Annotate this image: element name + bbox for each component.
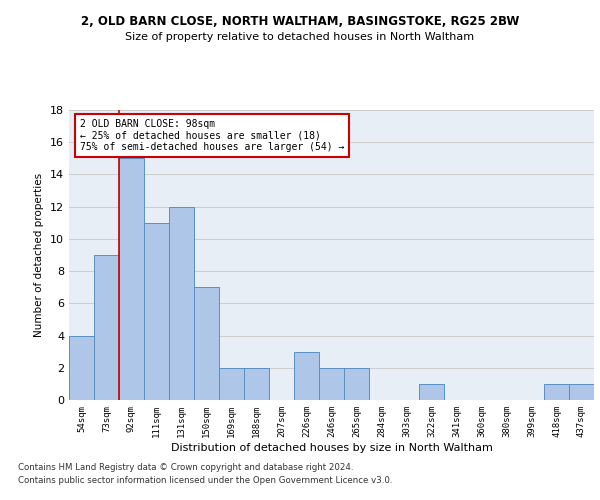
- Text: 2 OLD BARN CLOSE: 98sqm
← 25% of detached houses are smaller (18)
75% of semi-de: 2 OLD BARN CLOSE: 98sqm ← 25% of detache…: [79, 118, 344, 152]
- Bar: [144, 223, 169, 400]
- Bar: [319, 368, 344, 400]
- Text: Size of property relative to detached houses in North Waltham: Size of property relative to detached ho…: [125, 32, 475, 42]
- X-axis label: Distribution of detached houses by size in North Waltham: Distribution of detached houses by size …: [170, 442, 493, 452]
- Bar: [194, 287, 219, 400]
- Text: Contains public sector information licensed under the Open Government Licence v3: Contains public sector information licen…: [18, 476, 392, 485]
- Bar: [569, 384, 594, 400]
- Text: Contains HM Land Registry data © Crown copyright and database right 2024.: Contains HM Land Registry data © Crown c…: [18, 462, 353, 471]
- Bar: [544, 384, 569, 400]
- Bar: [94, 255, 119, 400]
- Bar: [244, 368, 269, 400]
- Bar: [169, 206, 194, 400]
- Bar: [219, 368, 244, 400]
- Text: 2, OLD BARN CLOSE, NORTH WALTHAM, BASINGSTOKE, RG25 2BW: 2, OLD BARN CLOSE, NORTH WALTHAM, BASING…: [81, 15, 519, 28]
- Bar: [344, 368, 369, 400]
- Bar: [294, 352, 319, 400]
- Y-axis label: Number of detached properties: Number of detached properties: [34, 173, 44, 337]
- Bar: [419, 384, 444, 400]
- Bar: [69, 336, 94, 400]
- Bar: [119, 158, 144, 400]
